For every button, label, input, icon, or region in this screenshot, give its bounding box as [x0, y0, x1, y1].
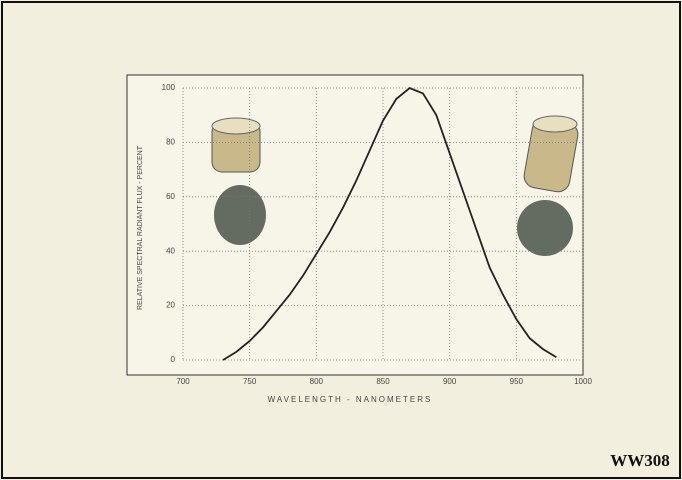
x-tick-label: 900 — [443, 377, 457, 386]
y-tick-label: 100 — [162, 83, 176, 92]
y-tick-label: 80 — [166, 138, 175, 147]
y-axis-label: RELATIVE SPECTRAL RADIANT FLUX - PERCENT — [137, 145, 144, 310]
x-tick-label: 950 — [510, 377, 524, 386]
component-image — [517, 115, 579, 256]
plot-frame — [126, 74, 584, 376]
component-image — [211, 117, 266, 245]
code-label: WW308 — [610, 451, 670, 470]
x-axis-label: WAVELENGTH - NANOMETERS — [268, 395, 433, 404]
spectral-curve — [222, 86, 557, 361]
x-tick-label: 700 — [176, 377, 190, 386]
y-tick-label: 0 — [171, 355, 176, 364]
y-tick-label: 40 — [166, 246, 175, 255]
y-tick-label: 20 — [166, 301, 175, 310]
x-tick-label: 800 — [310, 377, 324, 386]
y-tick-label: 60 — [166, 192, 175, 201]
x-tick-label: 1000 — [574, 377, 592, 386]
x-tick-label: 750 — [243, 377, 257, 386]
x-tick-label: 850 — [376, 377, 390, 386]
